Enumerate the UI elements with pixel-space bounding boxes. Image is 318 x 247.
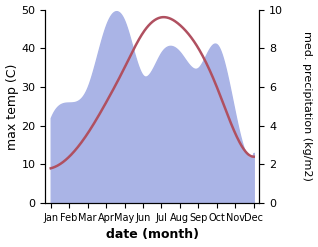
X-axis label: date (month): date (month): [106, 228, 199, 242]
Y-axis label: med. precipitation (kg/m2): med. precipitation (kg/m2): [302, 31, 313, 181]
Y-axis label: max temp (C): max temp (C): [5, 63, 18, 149]
